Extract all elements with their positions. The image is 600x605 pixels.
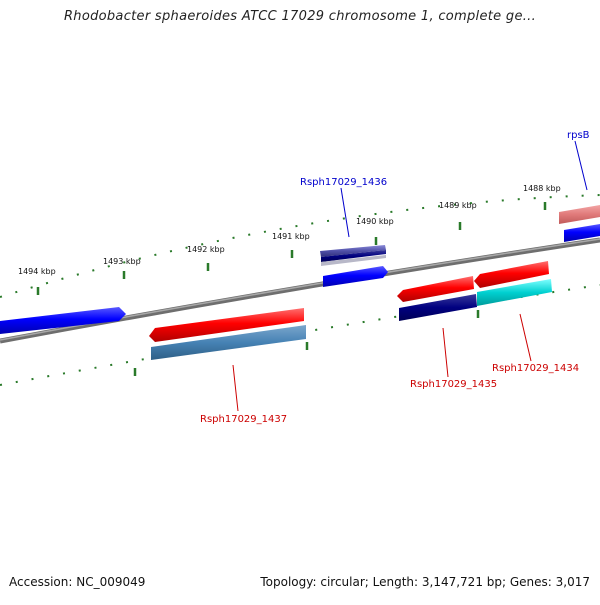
outer-major-ticks — [36, 202, 547, 295]
gene-rsph17029-1436[interactable] — [323, 266, 388, 287]
gene-rsph17029-1435-lower[interactable] — [399, 294, 477, 321]
gene-label-rsph17029-1436[interactable]: Rsph17029_1436 — [300, 177, 387, 188]
accession-text: Accession: NC_009049 — [9, 575, 146, 589]
gene-rsph17029-1434[interactable] — [474, 261, 549, 288]
tick-label-1488: 1488 kbp — [523, 184, 561, 193]
gene-label-rpsb[interactable]: rpsB — [567, 130, 590, 141]
tick-label-1492: 1492 kbp — [187, 245, 225, 254]
genome-stats-text: Topology: circular; Length: 3,147,721 bp… — [260, 575, 590, 589]
gene-forward-left[interactable] — [0, 307, 126, 334]
gene-label-rsph17029-1437[interactable]: Rsph17029_1437 — [200, 414, 287, 425]
gene-rsph17029-1436-upper[interactable] — [320, 245, 386, 257]
gene-label-rsph17029-1434[interactable]: Rsph17029_1434 — [492, 363, 579, 374]
gene-rpsb-upper[interactable] — [559, 205, 600, 224]
gene-label-rsph17029-1435[interactable]: Rsph17029_1435 — [410, 379, 497, 390]
label-leaders — [232, 140, 588, 412]
gene-rsph17029-1437-lower[interactable] — [151, 325, 306, 360]
map-title: Rhodobacter sphaeroides ATCC 17029 chrom… — [63, 9, 537, 24]
gene-rsph17029-1435[interactable] — [397, 276, 474, 302]
inner-major-ticks — [133, 310, 480, 376]
chromosome-backbone — [0, 237, 600, 344]
tick-label-1491: 1491 kbp — [272, 232, 310, 241]
gene-rsph17029-1437[interactable] — [149, 308, 304, 342]
tick-label-1489: 1489 kbp — [439, 201, 477, 210]
tick-label-1490: 1490 kbp — [356, 217, 394, 226]
tick-label-1494: 1494 kbp — [18, 267, 56, 276]
gene-rsph17029-1434-lower[interactable] — [477, 279, 552, 306]
tick-labels: 1494 kbp 1493 kbp 1492 kbp 1491 kbp 1490… — [18, 184, 561, 276]
tick-label-1493: 1493 kbp — [103, 257, 141, 266]
gene-rpsb[interactable] — [564, 224, 600, 242]
